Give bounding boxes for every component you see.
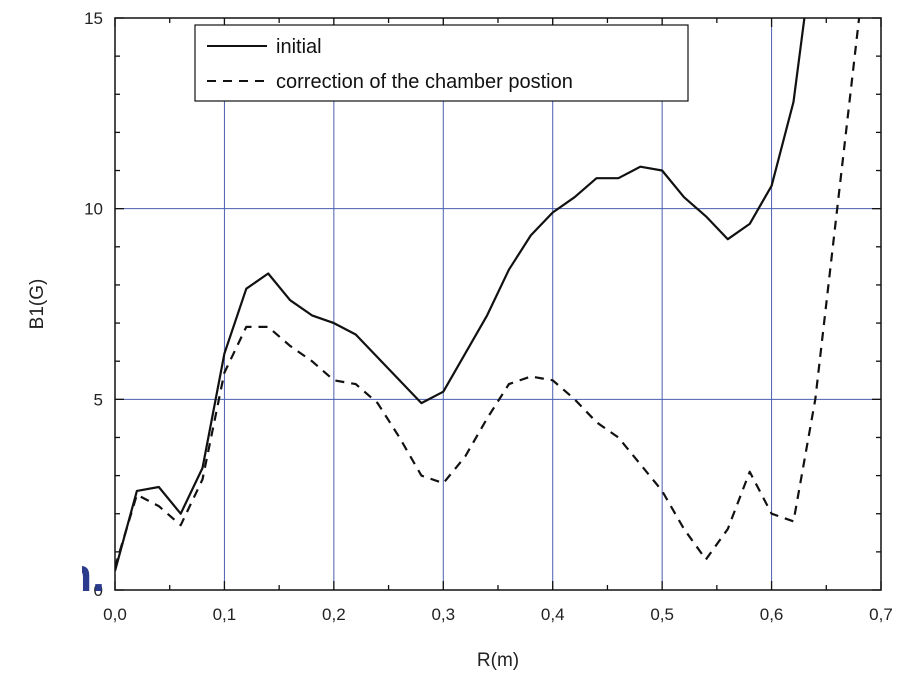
series-line-initial: [115, 17, 806, 572]
legend-label-initial: initial: [276, 36, 322, 58]
y-axis-title: B1(G): [27, 279, 48, 330]
x-axis-title: R(m): [477, 650, 519, 671]
legend-label-correction: correction of the chamber postion: [276, 71, 573, 93]
x-tick-label: 0,4: [541, 605, 565, 624]
cropped-slide-text: n.: [64, 549, 105, 601]
y-tick-label: 5: [94, 390, 103, 409]
x-tick-label: 0,6: [760, 605, 784, 624]
x-tick-label: 0,5: [650, 605, 674, 624]
legend: initial correction of the chamber postio…: [194, 24, 689, 102]
x-tick-label: 0,1: [213, 605, 237, 624]
x-tick-label: 0,3: [431, 605, 455, 624]
tick-labels: 0,0 0,1 0,2 0,3 0,4 0,5 0,6 0,7 0 5 10 15: [84, 9, 893, 624]
y-tick-label: 0: [94, 581, 103, 600]
y-tick-label: 15: [84, 9, 103, 28]
legend-box: [194, 24, 689, 102]
x-tick-label: 0,2: [322, 605, 346, 624]
series-lines: [115, 17, 861, 572]
y-tick-label: 10: [84, 200, 103, 219]
x-tick-label: 0,7: [869, 605, 893, 624]
series-line-correction: [115, 17, 861, 568]
x-tick-label: 0,0: [103, 605, 127, 624]
